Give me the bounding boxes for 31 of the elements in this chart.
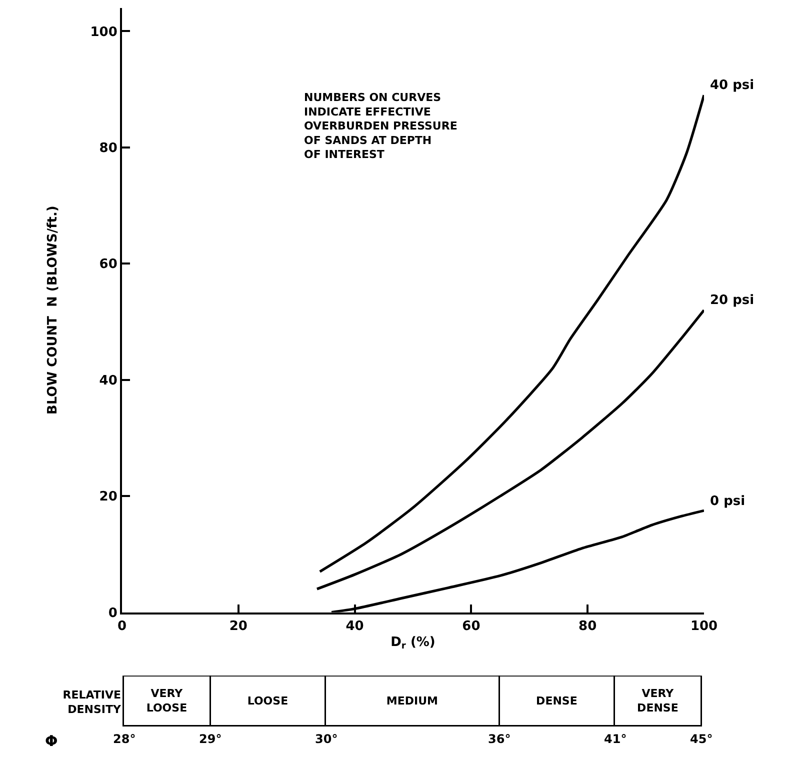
series-label: VERY DENSE — [637, 687, 678, 715]
series-label: VERY LOOSE — [146, 687, 188, 715]
y-tick-label: 60 — [99, 257, 118, 272]
y-tick-label: 0 — [108, 606, 118, 621]
x-tick-label: 20 — [229, 618, 248, 634]
y-tick-label: 80 — [99, 140, 118, 156]
text: 45° — [690, 732, 713, 746]
text: 30° — [315, 732, 338, 746]
text: 36° — [488, 732, 511, 746]
series-label: 20 psi — [710, 293, 754, 308]
x-tick-label: 40 — [346, 618, 364, 634]
y-tick-label: 40 — [99, 373, 118, 388]
y-tick-label: 20 — [99, 490, 118, 505]
series-label: DENSE — [536, 694, 578, 708]
series-label: LOOSE — [247, 694, 288, 708]
x-tick-label: 100 — [690, 618, 718, 634]
text: 28° — [113, 732, 136, 746]
series-label: MEDIUM — [386, 694, 438, 708]
series-label: 40 psi — [710, 78, 754, 93]
text: 29° — [199, 732, 222, 746]
series-label: 0 psi — [710, 494, 746, 509]
x-tick-label: 80 — [578, 618, 597, 634]
annotation: NUMBERS ON CURVES INDICATE EFFECTIVE OVERBURDEN PRESSURE OF SANDS AT DEPTH OF INTEREST — [304, 91, 458, 162]
y-tick-label: 100 — [90, 24, 118, 40]
x-tick-label: 60 — [462, 618, 480, 634]
x-axis-title: Φ — [45, 732, 58, 750]
text: 41° — [604, 732, 627, 746]
y-tick-label: RELATIVE DENSITY — [62, 688, 122, 716]
x-axis-title: D$_{r}$ (%) — [390, 634, 436, 652]
y-axis-title: BLOW COUNT N (BLOWS/ft.) — [46, 206, 61, 415]
line-series — [316, 308, 704, 590]
